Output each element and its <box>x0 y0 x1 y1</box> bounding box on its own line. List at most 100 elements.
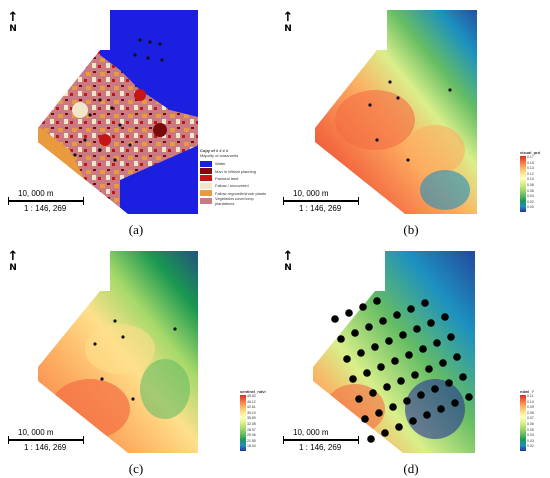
sample-point <box>343 355 351 363</box>
north-arrow-icon: ↑ <box>282 249 294 264</box>
sample-point <box>421 299 429 307</box>
sample-point <box>359 303 367 311</box>
sample-point <box>405 351 413 359</box>
ramp-tick-label: 18.04 <box>247 444 256 449</box>
classification-map <box>38 10 198 214</box>
sample-point <box>437 405 445 413</box>
scale-bar: 10, 000 m 1 : 146, 269 <box>8 189 84 213</box>
ramp-tick-label: 0.09 <box>527 405 534 410</box>
sample-point <box>389 403 397 411</box>
ramp-title: sentinel_ndvi <box>240 389 266 394</box>
legend-item: Fallow regrowth/shrub plants <box>200 190 274 197</box>
ramp-tick-label: 32.08 <box>247 421 256 426</box>
sample-point <box>431 385 439 393</box>
ramp-tick-label: 0.10 <box>527 177 534 182</box>
sample-point <box>413 325 421 333</box>
scale-line <box>283 197 359 205</box>
north-label: N <box>284 24 292 34</box>
map-panel-c: ↑ N 10, 000 m 1 : 146, 269 sentinel_ndvi… <box>0 239 275 478</box>
ramp-tick-label: 0.02 <box>527 444 534 449</box>
sample-point <box>395 423 403 431</box>
scale-ratio: 1 : 146, 269 <box>24 443 67 452</box>
ramp-title: visual_prd <box>520 150 541 155</box>
legend-item: Fallow / uncovered <box>200 182 274 189</box>
sample-point <box>369 389 377 397</box>
legend-subtitle: Majority of class/units <box>200 153 239 158</box>
sample-point <box>331 315 339 323</box>
gradient-map-d <box>313 251 475 453</box>
ramp-tick-label: 0.02 <box>527 199 534 204</box>
scale-distance: 10, 000 m <box>18 189 54 198</box>
sample-point <box>439 359 447 367</box>
gradient-map-b <box>315 10 477 214</box>
sample-point <box>385 337 393 345</box>
gradient-map-c <box>38 251 198 453</box>
legend-item: Vegetation cover/crop plantations <box>200 195 274 206</box>
color-ramp-legend: sentinel_ndvi 49.63 46.12 42.61 39.10 35.59 3… <box>240 389 272 459</box>
scale-ratio: 1 : 146, 269 <box>299 204 342 213</box>
ramp-tick-label: 0.08 <box>527 410 534 415</box>
sample-point <box>393 311 401 319</box>
scale-ratio: 1 : 146, 269 <box>24 204 67 213</box>
ramp-tick-label: 0.05 <box>527 427 534 432</box>
ramp-tick-label: 0.07 <box>527 416 534 421</box>
ramp-title: ndwi_? <box>520 389 534 394</box>
sample-point <box>423 411 431 419</box>
sample-point <box>425 365 433 373</box>
ramp-tick-label: 0.03 <box>527 438 534 443</box>
ramp-bar <box>240 395 246 451</box>
legend-label: Fallow regrowth/shrub plants <box>215 190 267 196</box>
ramp-tick-label: 49.63 <box>247 394 256 398</box>
scale-distance: 10, 000 m <box>293 189 329 198</box>
color-ramp-legend: ndwi_? 0.11 0.10 0.09 0.08 0.07 0.06 0.05 0.04 0… <box>520 389 548 459</box>
legend-item: Water <box>200 160 274 167</box>
ramp-tick-label: 0.15 <box>527 160 534 165</box>
sample-point <box>363 369 371 377</box>
sample-point <box>433 339 441 347</box>
sample-point <box>417 391 425 399</box>
legend-swatch <box>200 190 212 197</box>
ramp-ticks: 0.11 0.10 0.09 0.08 0.07 0.06 0.05 0.04 0.03 0.02 <box>527 394 534 451</box>
sample-point <box>337 335 345 343</box>
legend-item: Pastoral land <box>200 175 274 182</box>
ramp-tick-label: 0.04 <box>527 433 534 438</box>
ramp-tick-label: 0.17 <box>527 155 534 159</box>
sample-point <box>441 313 449 321</box>
north-arrow-icon: ↑ <box>282 10 294 25</box>
ramp-ticks: 0.17 0.15 0.13 0.12 0.10 0.08 0.06 0.04 0.02 0.00 <box>527 155 534 212</box>
ramp-ticks: 49.63 46.12 42.61 39.10 35.59 32.08 28.57 25.06… <box>247 394 256 451</box>
sample-point <box>403 397 411 405</box>
north-arrow: ↑ N <box>281 10 295 34</box>
legend-label: Fallow / uncovered <box>215 183 249 189</box>
ramp-tick-label: 0.08 <box>527 182 534 187</box>
scale-bar: 10, 000 m 1 : 146, 269 <box>283 189 359 213</box>
sample-point <box>451 399 459 407</box>
color-ramp-legend: visual_prd 0.17 0.15 0.13 0.12 0.10 0.08 0.06 0… <box>520 150 548 220</box>
legend-title: Copy of # # # # <box>200 148 229 153</box>
sample-point <box>445 379 453 387</box>
sample-point <box>391 357 399 365</box>
sample-point <box>465 393 473 401</box>
legend-swatch <box>200 182 212 189</box>
scale-bar: 10, 000 m 1 : 146, 269 <box>8 428 84 452</box>
ramp-tick-label: 0.10 <box>527 399 534 404</box>
sample-point <box>411 371 419 379</box>
ramp-tick-label: 0.00 <box>527 205 534 210</box>
scale-ratio: 1 : 146, 269 <box>299 443 342 452</box>
legend-label: Water <box>215 161 226 167</box>
legend-swatch <box>200 160 212 167</box>
north-arrow: ↑ N <box>6 249 20 273</box>
sample-point <box>407 305 415 313</box>
north-arrow-icon: ↑ <box>7 249 19 264</box>
legend-label: Vegetation cover/crop plantations <box>215 195 254 206</box>
legend-label: Pastoral land <box>215 175 239 181</box>
sample-point <box>367 435 375 443</box>
north-label: N <box>9 263 17 273</box>
ramp-tick-label: 39.10 <box>247 410 256 415</box>
north-arrow-icon: ↑ <box>7 10 19 25</box>
legend-swatch <box>200 168 212 175</box>
ramp-tick-label: 0.06 <box>527 188 534 193</box>
scale-line <box>8 436 84 444</box>
sample-point <box>345 309 353 317</box>
sample-point <box>447 333 455 341</box>
